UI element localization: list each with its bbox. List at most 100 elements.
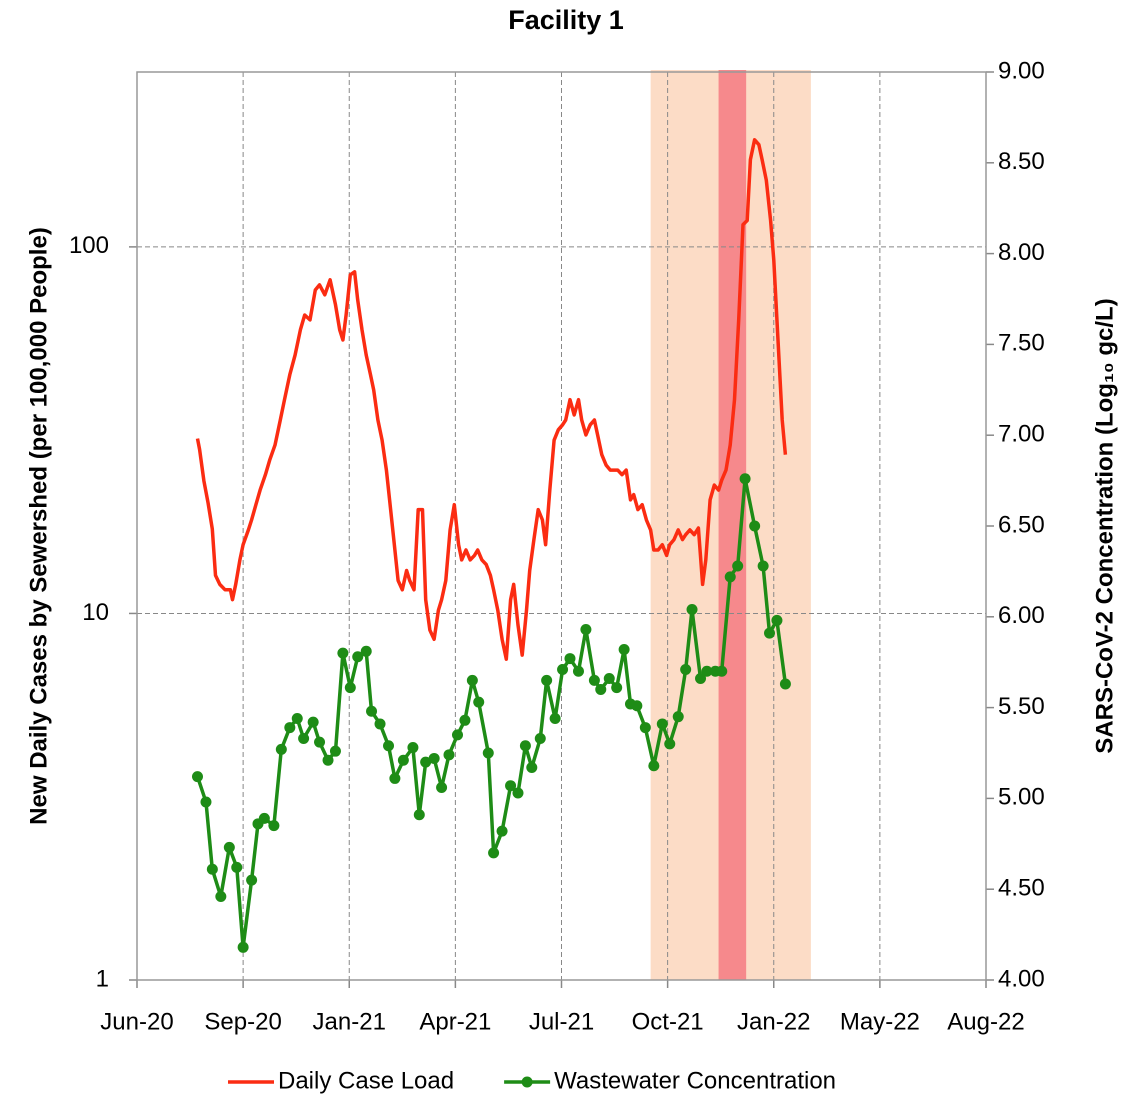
x-tick-label: Jan-22: [737, 1008, 810, 1035]
marker: [564, 653, 576, 665]
marker: [496, 825, 508, 837]
marker: [413, 809, 425, 821]
legend-marker: [521, 1076, 533, 1088]
marker: [656, 718, 668, 730]
y2-axis-title: SARS-CoV-2 Concentration (Log₁₀ gc/L): [1091, 298, 1118, 753]
marker: [223, 841, 235, 853]
x-tick-label: Jul-21: [529, 1008, 594, 1035]
chart-title: Facility 1: [508, 5, 624, 35]
x-tick-label: Sep-20: [204, 1008, 281, 1035]
marker: [639, 722, 651, 734]
marker: [246, 874, 258, 886]
marker: [307, 716, 319, 728]
marker: [512, 787, 524, 799]
marker: [473, 696, 485, 708]
marker: [284, 722, 296, 734]
marker: [595, 683, 607, 695]
y2-tick-label: 4.50: [998, 875, 1045, 902]
marker: [428, 752, 440, 764]
marker: [459, 714, 471, 726]
marker: [488, 847, 500, 859]
marker: [764, 627, 776, 639]
marker: [686, 604, 698, 616]
marker: [519, 740, 531, 752]
marker: [724, 571, 736, 583]
marker: [275, 743, 287, 755]
x-tick-label: Oct-21: [632, 1008, 704, 1035]
marker: [443, 749, 455, 761]
marker: [771, 614, 783, 626]
marker: [611, 682, 623, 694]
y-axis-title: New Daily Cases by Sewershed (per 100,00…: [25, 227, 52, 825]
marker: [603, 673, 615, 685]
plot-frame: [136, 71, 987, 981]
marker: [526, 762, 538, 774]
legend-label: Wastewater Concentration: [554, 1067, 836, 1094]
y2-tick-label: 8.50: [998, 148, 1045, 175]
marker: [322, 754, 334, 766]
marker: [258, 812, 270, 824]
y2-tick-label: 5.50: [998, 693, 1045, 720]
marker: [329, 745, 341, 757]
y2-tick-label: 4.00: [998, 965, 1045, 992]
marker: [268, 820, 280, 832]
marker: [374, 718, 386, 730]
marker: [631, 700, 643, 712]
marker: [580, 624, 592, 636]
y2-tick-label: 7.50: [998, 330, 1045, 357]
marker: [215, 890, 227, 902]
marker: [618, 643, 630, 655]
marker: [695, 673, 707, 685]
x-tick-label: Aug-22: [947, 1008, 1024, 1035]
marker: [557, 663, 569, 675]
x-tick-label: May-22: [840, 1008, 920, 1035]
marker: [534, 732, 546, 744]
marker: [436, 782, 448, 794]
y2-tick-label: 7.00: [998, 421, 1045, 448]
marker: [588, 674, 600, 686]
x-tick-label: Jan-21: [313, 1008, 386, 1035]
marker: [701, 665, 713, 677]
marker: [482, 747, 494, 759]
marker: [648, 760, 660, 772]
marker: [389, 772, 401, 784]
marker: [366, 705, 378, 717]
y2-tick-label: 5.00: [998, 784, 1045, 811]
marker: [237, 941, 249, 953]
marker: [466, 674, 478, 686]
y2-tick-label: 9.00: [998, 57, 1045, 84]
marker: [420, 756, 432, 768]
marker: [680, 663, 692, 675]
marker: [352, 651, 364, 663]
marker: [572, 665, 584, 677]
y2-tick-label: 8.00: [998, 239, 1045, 266]
y-tick-label: 10: [82, 599, 109, 626]
legend-label: Daily Case Load: [278, 1067, 454, 1094]
marker: [360, 645, 372, 657]
marker: [397, 754, 409, 766]
marker: [549, 712, 561, 724]
marker: [231, 861, 243, 873]
marker: [451, 729, 463, 741]
marker: [407, 742, 419, 754]
marker: [732, 560, 744, 572]
series-line: [195, 138, 788, 661]
x-tick-label: Apr-21: [419, 1008, 491, 1035]
marker: [191, 771, 203, 783]
marker: [383, 740, 395, 752]
marker: [314, 736, 326, 748]
marker: [344, 682, 356, 694]
marker: [779, 678, 791, 690]
marker: [505, 780, 517, 792]
y-tick-label: 1: [96, 965, 109, 992]
marker: [672, 711, 684, 723]
marker: [206, 863, 218, 875]
y2-tick-label: 6.50: [998, 511, 1045, 538]
y-tick-label: 100: [69, 232, 109, 259]
marker: [298, 732, 310, 744]
marker: [541, 674, 553, 686]
marker: [716, 665, 728, 677]
marker: [664, 738, 676, 750]
marker: [739, 473, 751, 485]
